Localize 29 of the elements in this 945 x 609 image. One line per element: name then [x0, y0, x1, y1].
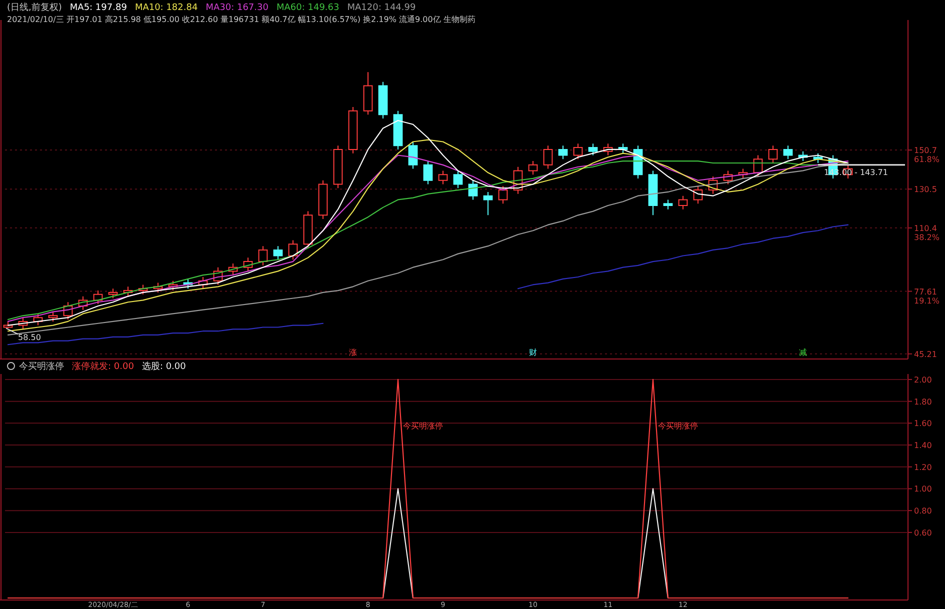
text: 涨停就发: 0.00 — [72, 361, 134, 372]
y-tick-label: 1.60 — [914, 419, 932, 428]
y-tick-label: 0.60 — [914, 528, 932, 538]
annotation: 今买明涨停 — [403, 422, 443, 431]
chart-title: (日线,前复权) — [7, 2, 62, 13]
text: MA5: 197.89 — [70, 3, 128, 13]
annotation: 今买明涨停 — [658, 422, 698, 431]
y-tick-label: 1.40 — [914, 441, 932, 450]
text: MA120: 144.99 — [347, 3, 416, 13]
text: MA30: 167.30 — [206, 3, 269, 13]
annotation: 财 — [529, 348, 537, 357]
annotation: 减 — [799, 348, 807, 357]
text: 选股: 0.00 — [142, 361, 186, 372]
y-tick-label: 1.20 — [914, 462, 932, 472]
y-tick-label: 130.5 — [914, 185, 937, 194]
y-tick-label: 2.00 — [914, 375, 932, 384]
y-tick-label: 45.21 — [914, 350, 937, 359]
text: MA10: 182.84 — [134, 3, 198, 13]
chart-title: 今买明涨停 — [19, 361, 64, 372]
y-tick-label: 1.00 — [914, 484, 932, 494]
annotation: 涨 — [349, 348, 357, 357]
annotation: 2021/02/10/三 开197.01 高215.98 低195.00 收212.60 量196731 额40.7亿 幅13.10(6.57%) 换2.19% 流通9.00亿 生物制药 — [7, 15, 476, 24]
y-tick-label: 110.4 38.2% — [914, 224, 940, 242]
y-tick-label: 150.7 61.8% — [914, 146, 940, 164]
y-tick-label: 0.80 — [914, 506, 932, 516]
y-tick-label: 77.61 19.1% — [914, 287, 940, 306]
annotation: 58.50 — [18, 333, 41, 342]
y-tick-label: 1.80 — [914, 397, 932, 406]
text: MA60: 149.63 — [276, 3, 340, 13]
